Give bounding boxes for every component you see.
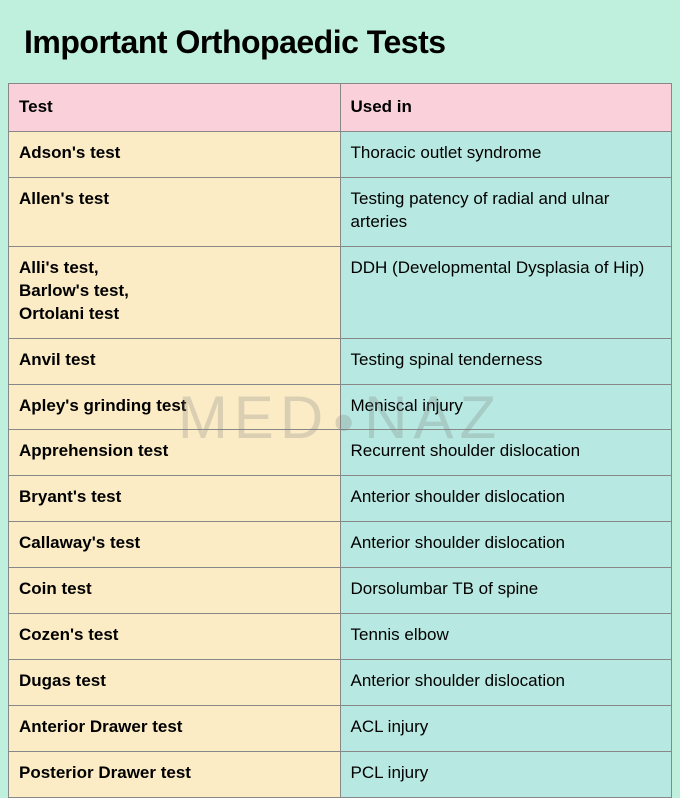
- cell-test: Adson's test: [9, 131, 341, 177]
- cell-used: DDH (Developmental Dysplasia of Hip): [340, 246, 672, 338]
- cell-test: Alli's test,Barlow's test,Ortolani test: [9, 246, 341, 338]
- cell-used: Anterior shoulder dislocation: [340, 476, 672, 522]
- table-header-row: Test Used in: [9, 84, 672, 132]
- cell-test: Posterior Drawer test: [9, 752, 341, 798]
- cell-used: Thoracic outlet syndrome: [340, 131, 672, 177]
- cell-test: Apprehension test: [9, 430, 341, 476]
- cell-used: Anterior shoulder dislocation: [340, 522, 672, 568]
- table-row: Dugas testAnterior shoulder dislocation: [9, 660, 672, 706]
- cell-used: Testing spinal tenderness: [340, 338, 672, 384]
- cell-used: Tennis elbow: [340, 614, 672, 660]
- table-row: Posterior Drawer testPCL injury: [9, 752, 672, 798]
- cell-used: PCL injury: [340, 752, 672, 798]
- tests-table: Test Used in Adson's testThoracic outlet…: [8, 83, 672, 798]
- page-title: Important Orthopaedic Tests: [0, 0, 680, 83]
- cell-test: Cozen's test: [9, 614, 341, 660]
- table-row: Bryant's testAnterior shoulder dislocati…: [9, 476, 672, 522]
- col-header-used: Used in: [340, 84, 672, 132]
- table-row: Apley's grinding testMeniscal injury: [9, 384, 672, 430]
- cell-test: Callaway's test: [9, 522, 341, 568]
- cell-test: Anvil test: [9, 338, 341, 384]
- cell-used: Anterior shoulder dislocation: [340, 660, 672, 706]
- cell-test: Apley's grinding test: [9, 384, 341, 430]
- table-row: Adson's testThoracic outlet syndrome: [9, 131, 672, 177]
- table-row: Anterior Drawer testACL injury: [9, 706, 672, 752]
- table-row: Cozen's testTennis elbow: [9, 614, 672, 660]
- cell-used: Recurrent shoulder dislocation: [340, 430, 672, 476]
- table-row: Apprehension testRecurrent shoulder disl…: [9, 430, 672, 476]
- table-row: Callaway's testAnterior shoulder disloca…: [9, 522, 672, 568]
- table-row: Allen's testTesting patency of radial an…: [9, 177, 672, 246]
- cell-test: Coin test: [9, 568, 341, 614]
- table-container: MED•NAZ Test Used in Adson's testThoraci…: [0, 83, 680, 798]
- cell-test: Bryant's test: [9, 476, 341, 522]
- cell-test: Dugas test: [9, 660, 341, 706]
- cell-used: ACL injury: [340, 706, 672, 752]
- table-row: Alli's test,Barlow's test,Ortolani testD…: [9, 246, 672, 338]
- col-header-test: Test: [9, 84, 341, 132]
- cell-test: Allen's test: [9, 177, 341, 246]
- table-row: Anvil testTesting spinal tenderness: [9, 338, 672, 384]
- table-row: Coin testDorsolumbar TB of spine: [9, 568, 672, 614]
- cell-used: Dorsolumbar TB of spine: [340, 568, 672, 614]
- cell-used: Meniscal injury: [340, 384, 672, 430]
- cell-used: Testing patency of radial and ulnar arte…: [340, 177, 672, 246]
- cell-test: Anterior Drawer test: [9, 706, 341, 752]
